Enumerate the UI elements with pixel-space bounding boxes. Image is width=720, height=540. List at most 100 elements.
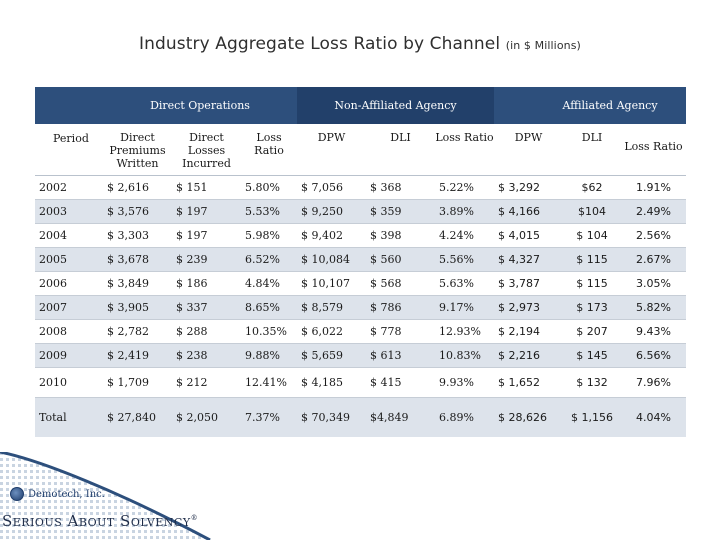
cell-direct-dpw: $ 3,576: [103, 199, 172, 224]
col-header-direct-loss-ratio: Loss Ratio: [241, 124, 297, 176]
cell-nonaff-loss-ratio: 9.93%: [435, 367, 494, 398]
title-main: Industry Aggregate Loss Ratio by Channel: [139, 34, 501, 54]
cell-nonaff-loss-ratio: 10.83%: [435, 343, 494, 368]
cell-nonaff-dli: $ 613: [366, 343, 435, 368]
cell-nonaff-dli: $ 560: [366, 247, 435, 272]
cell-period: Total: [35, 397, 103, 437]
cell-aff-dpw: $ 28,626: [494, 397, 563, 437]
cell-direct-dpw: $ 3,678: [103, 247, 172, 272]
table-row: 2006 $ 3,849 $ 186 4.84% $ 10,107 $ 568 5.63% $…: [35, 271, 686, 296]
cell-aff-dli: $ 132: [563, 367, 621, 398]
seal-icon: [10, 487, 24, 501]
cell-aff-dli: $ 104: [563, 223, 621, 248]
company-name: Demotech, Inc.: [28, 488, 105, 500]
col-header-nonaff-dpw: DPW: [297, 124, 366, 176]
table-row: 2003 $ 3,576 $ 197 5.53% $ 9,250 $ 359 3.89% $ …: [35, 199, 686, 224]
table-total-row: Total $ 27,840 $ 2,050 7.37% $ 70,349 $4,849 6…: [35, 397, 686, 437]
cell-direct-dpw: $ 2,616: [103, 175, 172, 200]
cell-direct-dli: $ 197: [172, 199, 241, 224]
cell-aff-dli: $62: [563, 175, 621, 200]
table-row: 2007 $ 3,905 $ 337 8.65% $ 8,579 $ 786 9.17% $ …: [35, 295, 686, 320]
cell-period: 2006: [35, 271, 103, 296]
cell-nonaff-loss-ratio: 3.89%: [435, 199, 494, 224]
cell-direct-dli: $ 2,050: [172, 397, 241, 437]
table-body: 2002 $ 2,616 $ 151 5.80% $ 7,056 $ 368 5.22% $ …: [35, 175, 686, 437]
cell-aff-dpw: $ 3,787: [494, 271, 563, 296]
cell-period: 2010: [35, 367, 103, 398]
cell-direct-loss-ratio: 12.41%: [241, 367, 297, 398]
cell-nonaff-dli: $ 568: [366, 271, 435, 296]
cell-direct-dli: $ 239: [172, 247, 241, 272]
cell-aff-loss-ratio: 2.67%: [621, 247, 686, 272]
table-row: 2009 $ 2,419 $ 238 9.88% $ 5,659 $ 613 10.83% $…: [35, 343, 686, 368]
cell-nonaff-loss-ratio: 6.89%: [435, 397, 494, 437]
company-logo: Demotech, Inc.: [10, 487, 105, 501]
cell-direct-dpw: $ 2,782: [103, 319, 172, 344]
cell-nonaff-dli: $ 786: [366, 295, 435, 320]
cell-aff-dli: $ 207: [563, 319, 621, 344]
cell-nonaff-dpw: $ 4,185: [297, 367, 366, 398]
cell-direct-dpw: $ 3,303: [103, 223, 172, 248]
page-title: Industry Aggregate Loss Ratio by Channel…: [0, 34, 720, 54]
company-tagline: Serious About Solvency®: [2, 512, 198, 530]
registered-mark: ®: [190, 514, 199, 522]
cell-aff-dpw: $ 2,216: [494, 343, 563, 368]
cell-direct-dpw: $ 1,709: [103, 367, 172, 398]
cell-aff-dli: $ 145: [563, 343, 621, 368]
cell-direct-dpw: $ 3,905: [103, 295, 172, 320]
cell-aff-dpw: $ 3,292: [494, 175, 563, 200]
cell-nonaff-dli: $ 778: [366, 319, 435, 344]
cell-nonaff-dpw: $ 10,084: [297, 247, 366, 272]
cell-aff-dli: $ 115: [563, 271, 621, 296]
cell-nonaff-dli: $ 398: [366, 223, 435, 248]
cell-nonaff-dli: $ 368: [366, 175, 435, 200]
cell-aff-dpw: $ 2,973: [494, 295, 563, 320]
cell-nonaff-loss-ratio: 4.24%: [435, 223, 494, 248]
col-header-aff-loss-ratio: Loss Ratio: [621, 124, 686, 176]
tagline-text: Serious About Solvency: [2, 512, 191, 530]
cell-aff-dli: $ 115: [563, 247, 621, 272]
col-header-nonaff-dli: DLI: [366, 124, 435, 176]
cell-aff-dpw: $ 2,194: [494, 319, 563, 344]
cell-direct-dli: $ 197: [172, 223, 241, 248]
cell-direct-loss-ratio: 10.35%: [241, 319, 297, 344]
cell-aff-loss-ratio: 7.96%: [621, 367, 686, 398]
group-affiliated-agency: Affiliated Agency: [562, 99, 658, 112]
cell-nonaff-dpw: $ 9,250: [297, 199, 366, 224]
cell-direct-dli: $ 288: [172, 319, 241, 344]
cell-nonaff-loss-ratio: 5.56%: [435, 247, 494, 272]
cell-direct-loss-ratio: 6.52%: [241, 247, 297, 272]
cell-direct-dpw: $ 27,840: [103, 397, 172, 437]
cell-nonaff-dpw: $ 10,107: [297, 271, 366, 296]
col-header-period: Period: [35, 124, 103, 176]
cell-direct-loss-ratio: 5.80%: [241, 175, 297, 200]
table-row: 2004 $ 3,303 $ 197 5.98% $ 9,402 $ 398 4.24% $ …: [35, 223, 686, 248]
cell-direct-loss-ratio: 4.84%: [241, 271, 297, 296]
cell-aff-loss-ratio: 4.04%: [621, 397, 686, 437]
cell-aff-dpw: $ 4,015: [494, 223, 563, 248]
cell-direct-dli: $ 238: [172, 343, 241, 368]
cell-direct-dli: $ 212: [172, 367, 241, 398]
cell-nonaff-dpw: $ 7,056: [297, 175, 366, 200]
cell-nonaff-dpw: $ 5,659: [297, 343, 366, 368]
cell-period: 2005: [35, 247, 103, 272]
cell-nonaff-loss-ratio: 5.63%: [435, 271, 494, 296]
cell-aff-loss-ratio: 1.91%: [621, 175, 686, 200]
col-header-aff-dli: DLI: [563, 124, 621, 176]
cell-nonaff-dpw: $ 8,579: [297, 295, 366, 320]
cell-direct-dli: $ 151: [172, 175, 241, 200]
cell-nonaff-loss-ratio: 5.22%: [435, 175, 494, 200]
cell-nonaff-dli: $4,849: [366, 397, 435, 437]
cell-aff-dli: $104: [563, 199, 621, 224]
cell-period: 2002: [35, 175, 103, 200]
cell-direct-loss-ratio: 8.65%: [241, 295, 297, 320]
cell-aff-dli: $ 173: [563, 295, 621, 320]
cell-aff-dpw: $ 4,327: [494, 247, 563, 272]
decorative-corner-pattern: [0, 452, 211, 540]
table-row: 2008 $ 2,782 $ 288 10.35% $ 6,022 $ 778 12.93%…: [35, 319, 686, 344]
cell-direct-loss-ratio: 7.37%: [241, 397, 297, 437]
cell-aff-loss-ratio: 9.43%: [621, 319, 686, 344]
cell-aff-dli: $ 1,156: [563, 397, 621, 437]
cell-direct-dli: $ 186: [172, 271, 241, 296]
group-header-band: Direct Operations Non-Affiliated Agency …: [35, 87, 686, 124]
